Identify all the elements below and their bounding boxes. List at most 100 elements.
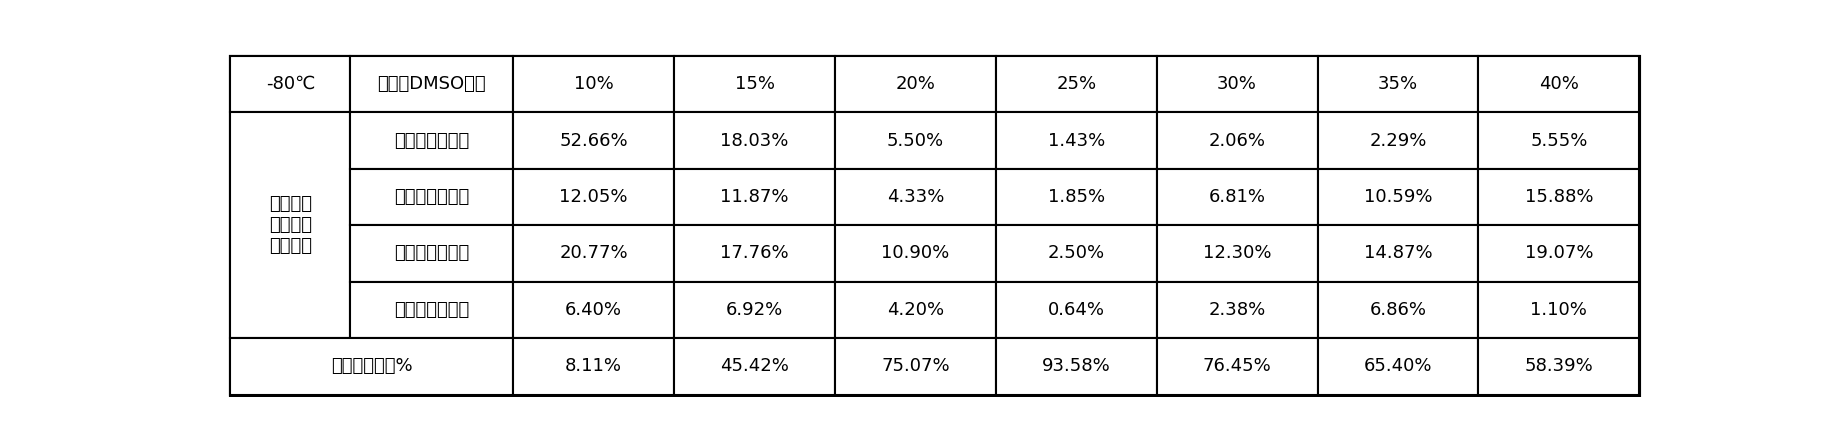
Bar bbox=[512, 338, 675, 395]
Bar bbox=[1156, 56, 1316, 112]
Bar bbox=[835, 282, 995, 338]
Text: 20%: 20% bbox=[895, 75, 935, 93]
Bar bbox=[1156, 112, 1316, 169]
Text: 5.55%: 5.55% bbox=[1529, 132, 1586, 149]
Text: 11.87%: 11.87% bbox=[720, 188, 788, 206]
Bar bbox=[995, 56, 1156, 112]
Bar bbox=[1316, 56, 1478, 112]
Text: 52.66%: 52.66% bbox=[560, 132, 627, 149]
Bar bbox=[1316, 169, 1478, 225]
Text: 6.86%: 6.86% bbox=[1369, 301, 1426, 319]
Bar bbox=[1316, 225, 1478, 282]
Bar bbox=[350, 169, 512, 225]
Text: 第二次洗液洗涂: 第二次洗液洗涂 bbox=[394, 188, 469, 206]
Text: 45.42%: 45.42% bbox=[720, 357, 789, 376]
Bar bbox=[1478, 112, 1639, 169]
Text: 保存液DMSO浓度: 保存液DMSO浓度 bbox=[377, 75, 487, 93]
Text: 2.50%: 2.50% bbox=[1046, 244, 1105, 262]
Text: 4.33%: 4.33% bbox=[886, 188, 944, 206]
Text: 4.20%: 4.20% bbox=[886, 301, 944, 319]
Bar bbox=[675, 225, 835, 282]
Bar bbox=[835, 225, 995, 282]
Bar bbox=[1478, 56, 1639, 112]
Text: 40%: 40% bbox=[1539, 75, 1579, 93]
Text: 2.06%: 2.06% bbox=[1209, 132, 1265, 149]
Text: 1.43%: 1.43% bbox=[1046, 132, 1105, 149]
Text: 17.76%: 17.76% bbox=[720, 244, 788, 262]
Bar bbox=[1478, 225, 1639, 282]
Bar bbox=[512, 225, 675, 282]
Text: 10%: 10% bbox=[574, 75, 613, 93]
Bar bbox=[1478, 169, 1639, 225]
Bar bbox=[1316, 338, 1478, 395]
Bar bbox=[675, 56, 835, 112]
Text: 1.85%: 1.85% bbox=[1046, 188, 1105, 206]
Text: 93.58%: 93.58% bbox=[1041, 357, 1110, 376]
Text: 30%: 30% bbox=[1216, 75, 1256, 93]
Bar bbox=[512, 169, 675, 225]
Text: 35%: 35% bbox=[1376, 75, 1416, 93]
Bar bbox=[230, 338, 512, 395]
Bar bbox=[675, 338, 835, 395]
Bar bbox=[350, 225, 512, 282]
Text: 12.30%: 12.30% bbox=[1201, 244, 1271, 262]
Bar bbox=[1156, 225, 1316, 282]
Bar bbox=[995, 169, 1156, 225]
Text: 0.64%: 0.64% bbox=[1046, 301, 1105, 319]
Bar bbox=[1156, 169, 1316, 225]
Bar bbox=[995, 282, 1156, 338]
Bar bbox=[1316, 112, 1478, 169]
Bar bbox=[995, 225, 1156, 282]
Text: 20.77%: 20.77% bbox=[560, 244, 627, 262]
Bar bbox=[675, 112, 835, 169]
Text: 14.87%: 14.87% bbox=[1364, 244, 1431, 262]
Bar bbox=[1156, 338, 1316, 395]
Text: 25%: 25% bbox=[1056, 75, 1096, 93]
Text: 76.45%: 76.45% bbox=[1201, 357, 1271, 376]
Text: 第一次盐水洗涂: 第一次盐水洗涂 bbox=[394, 244, 469, 262]
Bar bbox=[230, 112, 350, 338]
Text: 8.11%: 8.11% bbox=[565, 357, 622, 376]
Bar bbox=[835, 169, 995, 225]
Text: 58.39%: 58.39% bbox=[1524, 357, 1591, 376]
Bar bbox=[512, 282, 675, 338]
Bar bbox=[1316, 282, 1478, 338]
Bar bbox=[835, 112, 995, 169]
Bar bbox=[350, 282, 512, 338]
Bar bbox=[675, 282, 835, 338]
Text: 红细胞回收率%: 红细胞回收率% bbox=[330, 357, 412, 376]
Text: 6.81%: 6.81% bbox=[1209, 188, 1265, 206]
Text: 12.05%: 12.05% bbox=[560, 188, 627, 206]
Bar bbox=[1478, 338, 1639, 395]
Text: 18.03%: 18.03% bbox=[720, 132, 788, 149]
Text: 6.92%: 6.92% bbox=[726, 301, 782, 319]
Text: 2.38%: 2.38% bbox=[1209, 301, 1265, 319]
Text: 10.59%: 10.59% bbox=[1364, 188, 1431, 206]
Bar bbox=[835, 56, 995, 112]
Bar bbox=[230, 56, 350, 112]
Text: 2.29%: 2.29% bbox=[1369, 132, 1426, 149]
Bar bbox=[350, 112, 512, 169]
Bar bbox=[1156, 282, 1316, 338]
Bar bbox=[512, 56, 675, 112]
Bar bbox=[995, 112, 1156, 169]
Text: -80℃: -80℃ bbox=[266, 75, 315, 93]
Text: 65.40%: 65.40% bbox=[1364, 357, 1431, 376]
Bar bbox=[350, 56, 512, 112]
Text: 5.50%: 5.50% bbox=[886, 132, 944, 149]
Text: 第二次盐水洗涂: 第二次盐水洗涂 bbox=[394, 301, 469, 319]
Text: 6.40%: 6.40% bbox=[565, 301, 622, 319]
Text: 15%: 15% bbox=[735, 75, 775, 93]
Text: 第一次洗液洗涂: 第一次洗液洗涂 bbox=[394, 132, 469, 149]
Bar bbox=[1478, 282, 1639, 338]
Text: 每次洗涂
损失的红
细胞比例: 每次洗涂 损失的红 细胞比例 bbox=[268, 195, 312, 255]
Bar bbox=[995, 338, 1156, 395]
Text: 1.10%: 1.10% bbox=[1529, 301, 1586, 319]
Text: 15.88%: 15.88% bbox=[1524, 188, 1591, 206]
Text: 19.07%: 19.07% bbox=[1524, 244, 1591, 262]
Text: 75.07%: 75.07% bbox=[881, 357, 950, 376]
Text: 10.90%: 10.90% bbox=[881, 244, 950, 262]
Bar bbox=[512, 112, 675, 169]
Bar bbox=[835, 338, 995, 395]
Bar bbox=[675, 169, 835, 225]
